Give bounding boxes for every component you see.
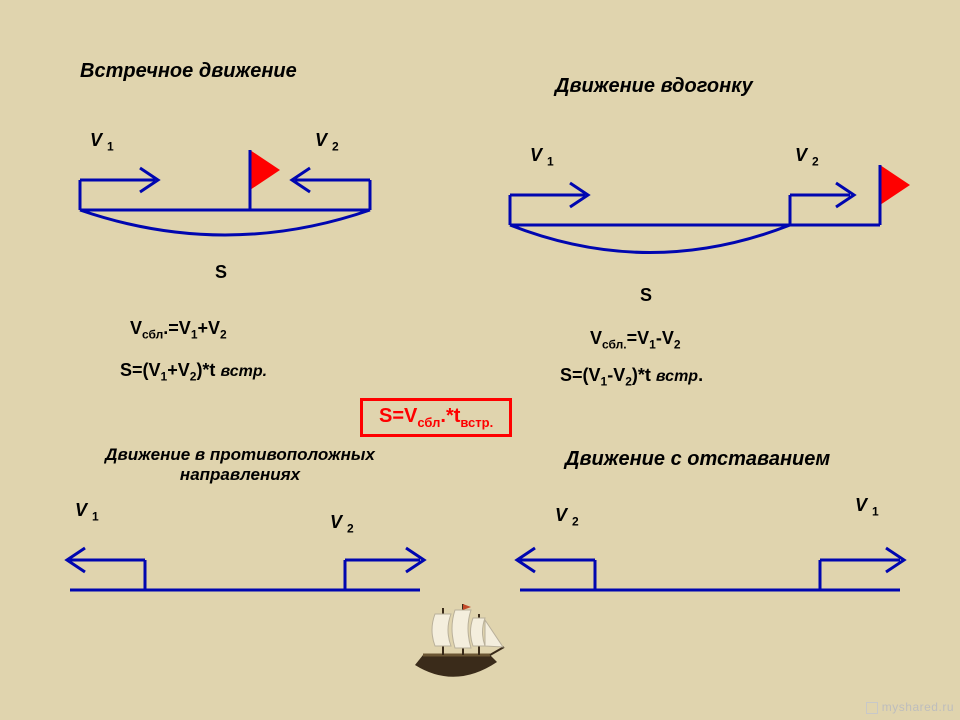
s-label-tl: S	[215, 262, 227, 283]
s-label-tr: S	[640, 285, 652, 306]
ship-icon	[405, 600, 505, 690]
watermark: myshared.ru	[866, 700, 954, 714]
diagram-br	[520, 535, 910, 605]
formula-tr-v: Vсбл.=V1-V2	[590, 328, 681, 352]
title-br: Движение с отставанием	[565, 448, 830, 471]
v2-label-br: V 2	[555, 505, 579, 529]
title-bl: Движение в противоположных направлениях	[90, 445, 390, 485]
title-tl: Встречное движение	[80, 60, 297, 83]
v2-label-bl: V 2	[330, 512, 354, 536]
title-tr: Движение вдогонку	[555, 75, 753, 98]
v1-label-bl: V 1	[75, 500, 99, 524]
diagram-bl	[70, 535, 430, 605]
formula-tl-v: Vсбл.=V1+V2	[130, 318, 227, 342]
diagram-tl	[80, 150, 370, 280]
v2-label-tr: V 2	[795, 145, 819, 169]
v1-label-tr: V 1	[530, 145, 554, 169]
v1-label-br: V 1	[855, 495, 879, 519]
formula-center: S=Vсбл.*tвстр.	[360, 398, 512, 437]
v2-label-tl: V 2	[315, 130, 339, 154]
diagram-tr	[510, 165, 900, 295]
formula-tr-s: S=(V1-V2)*t встр.	[560, 365, 703, 389]
formula-tl-s: S=(V1+V2)*t встр.	[120, 360, 267, 384]
stage: Встречное движение Движение вдогонку Дви…	[0, 0, 960, 720]
v1-label-tl: V 1	[90, 130, 114, 154]
